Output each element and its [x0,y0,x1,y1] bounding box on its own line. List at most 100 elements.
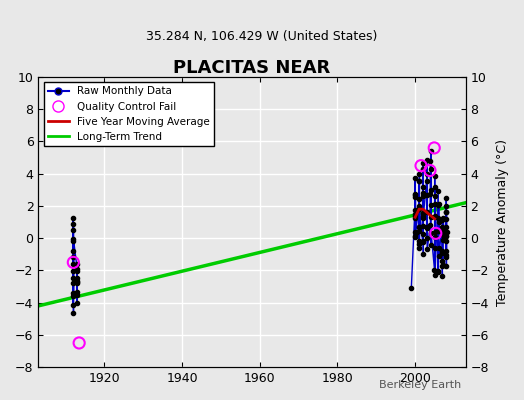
Point [69,221,78,228]
Point [422,235,431,242]
Point [73,289,81,295]
Point [442,233,451,239]
Point [73,261,81,267]
Point [419,238,427,244]
Text: Berkeley Earth: Berkeley Earth [379,380,461,390]
Point [423,246,431,253]
Point [69,268,78,274]
Point [415,206,423,212]
Point [442,254,451,260]
Point [411,230,420,236]
Point [419,166,427,172]
Point [427,158,435,164]
Point [69,275,78,282]
Point [73,278,81,284]
Point [419,223,427,230]
Point [430,228,439,235]
Point [427,202,435,209]
Point [434,252,443,259]
Point [419,238,427,245]
Point [427,148,435,154]
Point [411,192,420,198]
Point [427,242,435,249]
Point [414,205,423,211]
Point [419,210,428,216]
Legend: Raw Monthly Data, Quality Control Fail, Five Year Moving Average, Long-Term Tren: Raw Monthly Data, Quality Control Fail, … [43,82,214,146]
Point [427,166,435,172]
Point [431,184,439,190]
Point [431,245,439,251]
Point [419,166,427,172]
Point [422,209,431,216]
Point [414,202,423,209]
Point [431,272,439,278]
Point [438,273,446,279]
Text: 35.284 N, 106.429 W (United States): 35.284 N, 106.429 W (United States) [146,30,378,43]
Point [415,196,423,202]
Point [419,184,427,190]
Point [438,250,446,256]
Point [442,194,451,201]
Point [434,215,443,221]
Point [73,275,81,281]
Point [69,236,78,242]
Point [442,229,451,236]
Point [419,231,427,238]
Point [426,191,434,197]
Y-axis label: Temperature Anomaly (°C): Temperature Anomaly (°C) [496,138,509,306]
Point [432,230,440,236]
Point [411,175,419,182]
Point [434,267,442,274]
Point [430,266,439,273]
Point [422,224,431,231]
Point [69,293,78,300]
Point [73,291,81,298]
Point [411,233,419,240]
Point [434,188,442,194]
Point [434,200,443,207]
Point [430,145,439,151]
Point [411,215,419,222]
Point [415,171,423,178]
Point [426,222,434,228]
Point [442,203,451,209]
Point [69,238,78,244]
Point [414,178,423,184]
Point [439,232,447,239]
Point [411,234,420,240]
Point [427,230,435,236]
Point [411,228,420,235]
Point [419,190,428,196]
Point [442,209,451,215]
Point [73,278,81,285]
Point [434,202,443,208]
Point [422,171,431,178]
Point [438,237,446,243]
Point [419,212,428,219]
Point [73,265,81,272]
Point [419,193,428,200]
Point [431,172,439,179]
Point [415,228,423,234]
Point [434,218,443,225]
Point [427,214,435,220]
Point [69,259,78,266]
Point [407,285,416,291]
Point [439,227,447,233]
Point [69,302,78,308]
Point [73,280,81,286]
Point [69,254,78,261]
Point [411,212,419,219]
Point [69,248,78,254]
Point [427,186,435,193]
Point [414,206,423,212]
Point [417,162,425,169]
Point [422,225,431,231]
Point [442,233,450,240]
Point [411,194,420,200]
Point [431,201,439,207]
Point [423,157,431,163]
Point [430,234,439,241]
Point [438,224,446,230]
Point [442,248,451,254]
